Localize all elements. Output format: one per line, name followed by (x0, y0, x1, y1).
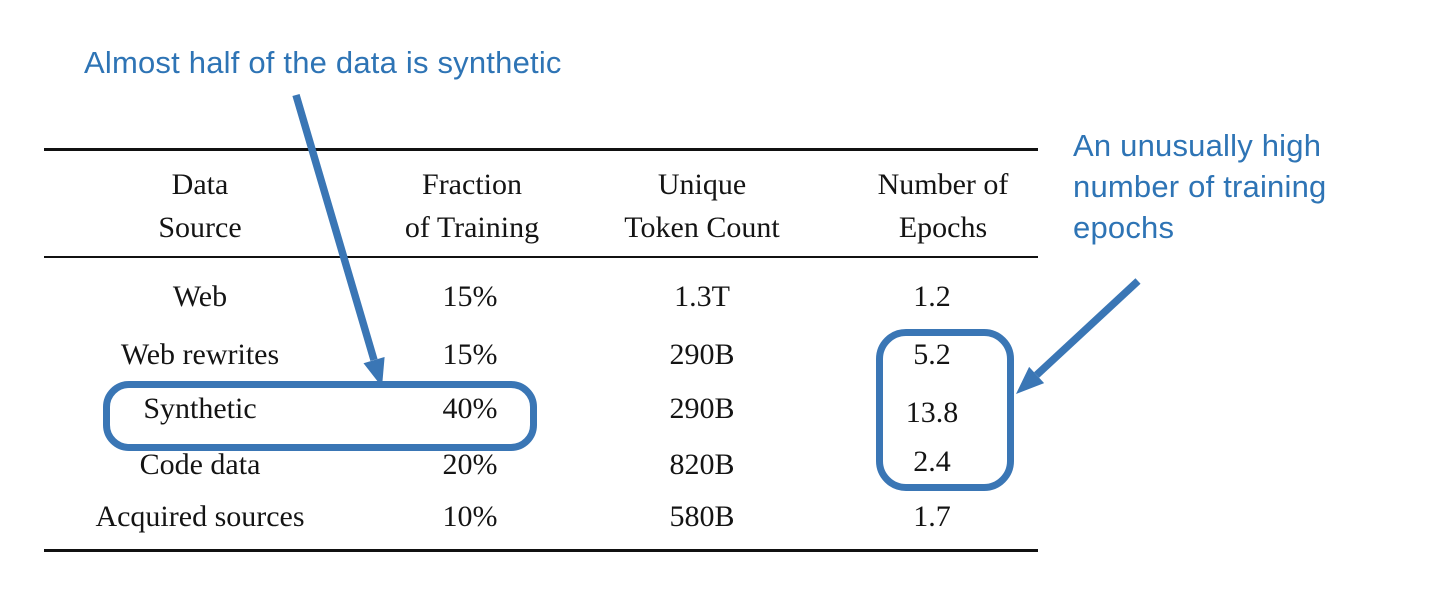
table-cell: 20% (442, 448, 498, 481)
table-cell: 1.2 (913, 280, 951, 313)
table-cell: 13.8 (905, 396, 959, 429)
column-header-line: Token Count (624, 211, 780, 244)
column-header-line: Number of (877, 168, 1009, 201)
column-header-line: Unique (657, 168, 747, 201)
table-cell: 5.2 (913, 338, 951, 371)
table-cell: 580B (669, 500, 735, 533)
table-header-rule (44, 256, 1038, 258)
table-cell: Synthetic (143, 392, 257, 425)
column-header-line: Data (171, 168, 229, 201)
synthetic-arrow (292, 93, 385, 387)
table-cell: 820B (669, 448, 735, 481)
table-bottom-rule (44, 549, 1038, 552)
table-top-rule (44, 148, 1038, 151)
epochs-annotation: An unusually high number of training epo… (1073, 128, 1327, 245)
synthetic-highlight-box (103, 381, 537, 451)
column-header-line: Source (158, 211, 242, 244)
table-cell: 2.4 (913, 445, 951, 478)
table-cell: 10% (442, 500, 498, 533)
table-cell: Web (172, 280, 228, 313)
synthetic-annotation: Almost half of the data is synthetic (84, 45, 562, 80)
table-cell: Acquired sources (95, 500, 305, 533)
table-cell: 1.7 (913, 500, 951, 533)
column-header-line: Fraction (422, 168, 522, 201)
table-cell: 40% (442, 392, 498, 425)
column-header-fraction-of-training: Fraction of Training (405, 163, 539, 249)
column-header-line: of Training (404, 211, 540, 244)
table-cell: Web rewrites (120, 338, 280, 371)
epochs-highlight-box (876, 329, 1014, 491)
table-cell: Code data (139, 448, 261, 481)
table-cell: 1.3T (674, 280, 730, 313)
table-cell: 290B (669, 338, 735, 371)
epochs-arrow (1016, 278, 1141, 394)
table-cell: 15% (442, 338, 498, 371)
column-header-number-of-epochs: Number of Epochs (878, 163, 1009, 249)
column-header-unique-token-count: Unique Token Count (624, 163, 779, 249)
table-cell: 15% (442, 280, 498, 313)
column-header-line: Epochs (898, 211, 988, 244)
table-cell: 290B (669, 392, 735, 425)
column-header-data-source: Data Source (158, 163, 241, 249)
